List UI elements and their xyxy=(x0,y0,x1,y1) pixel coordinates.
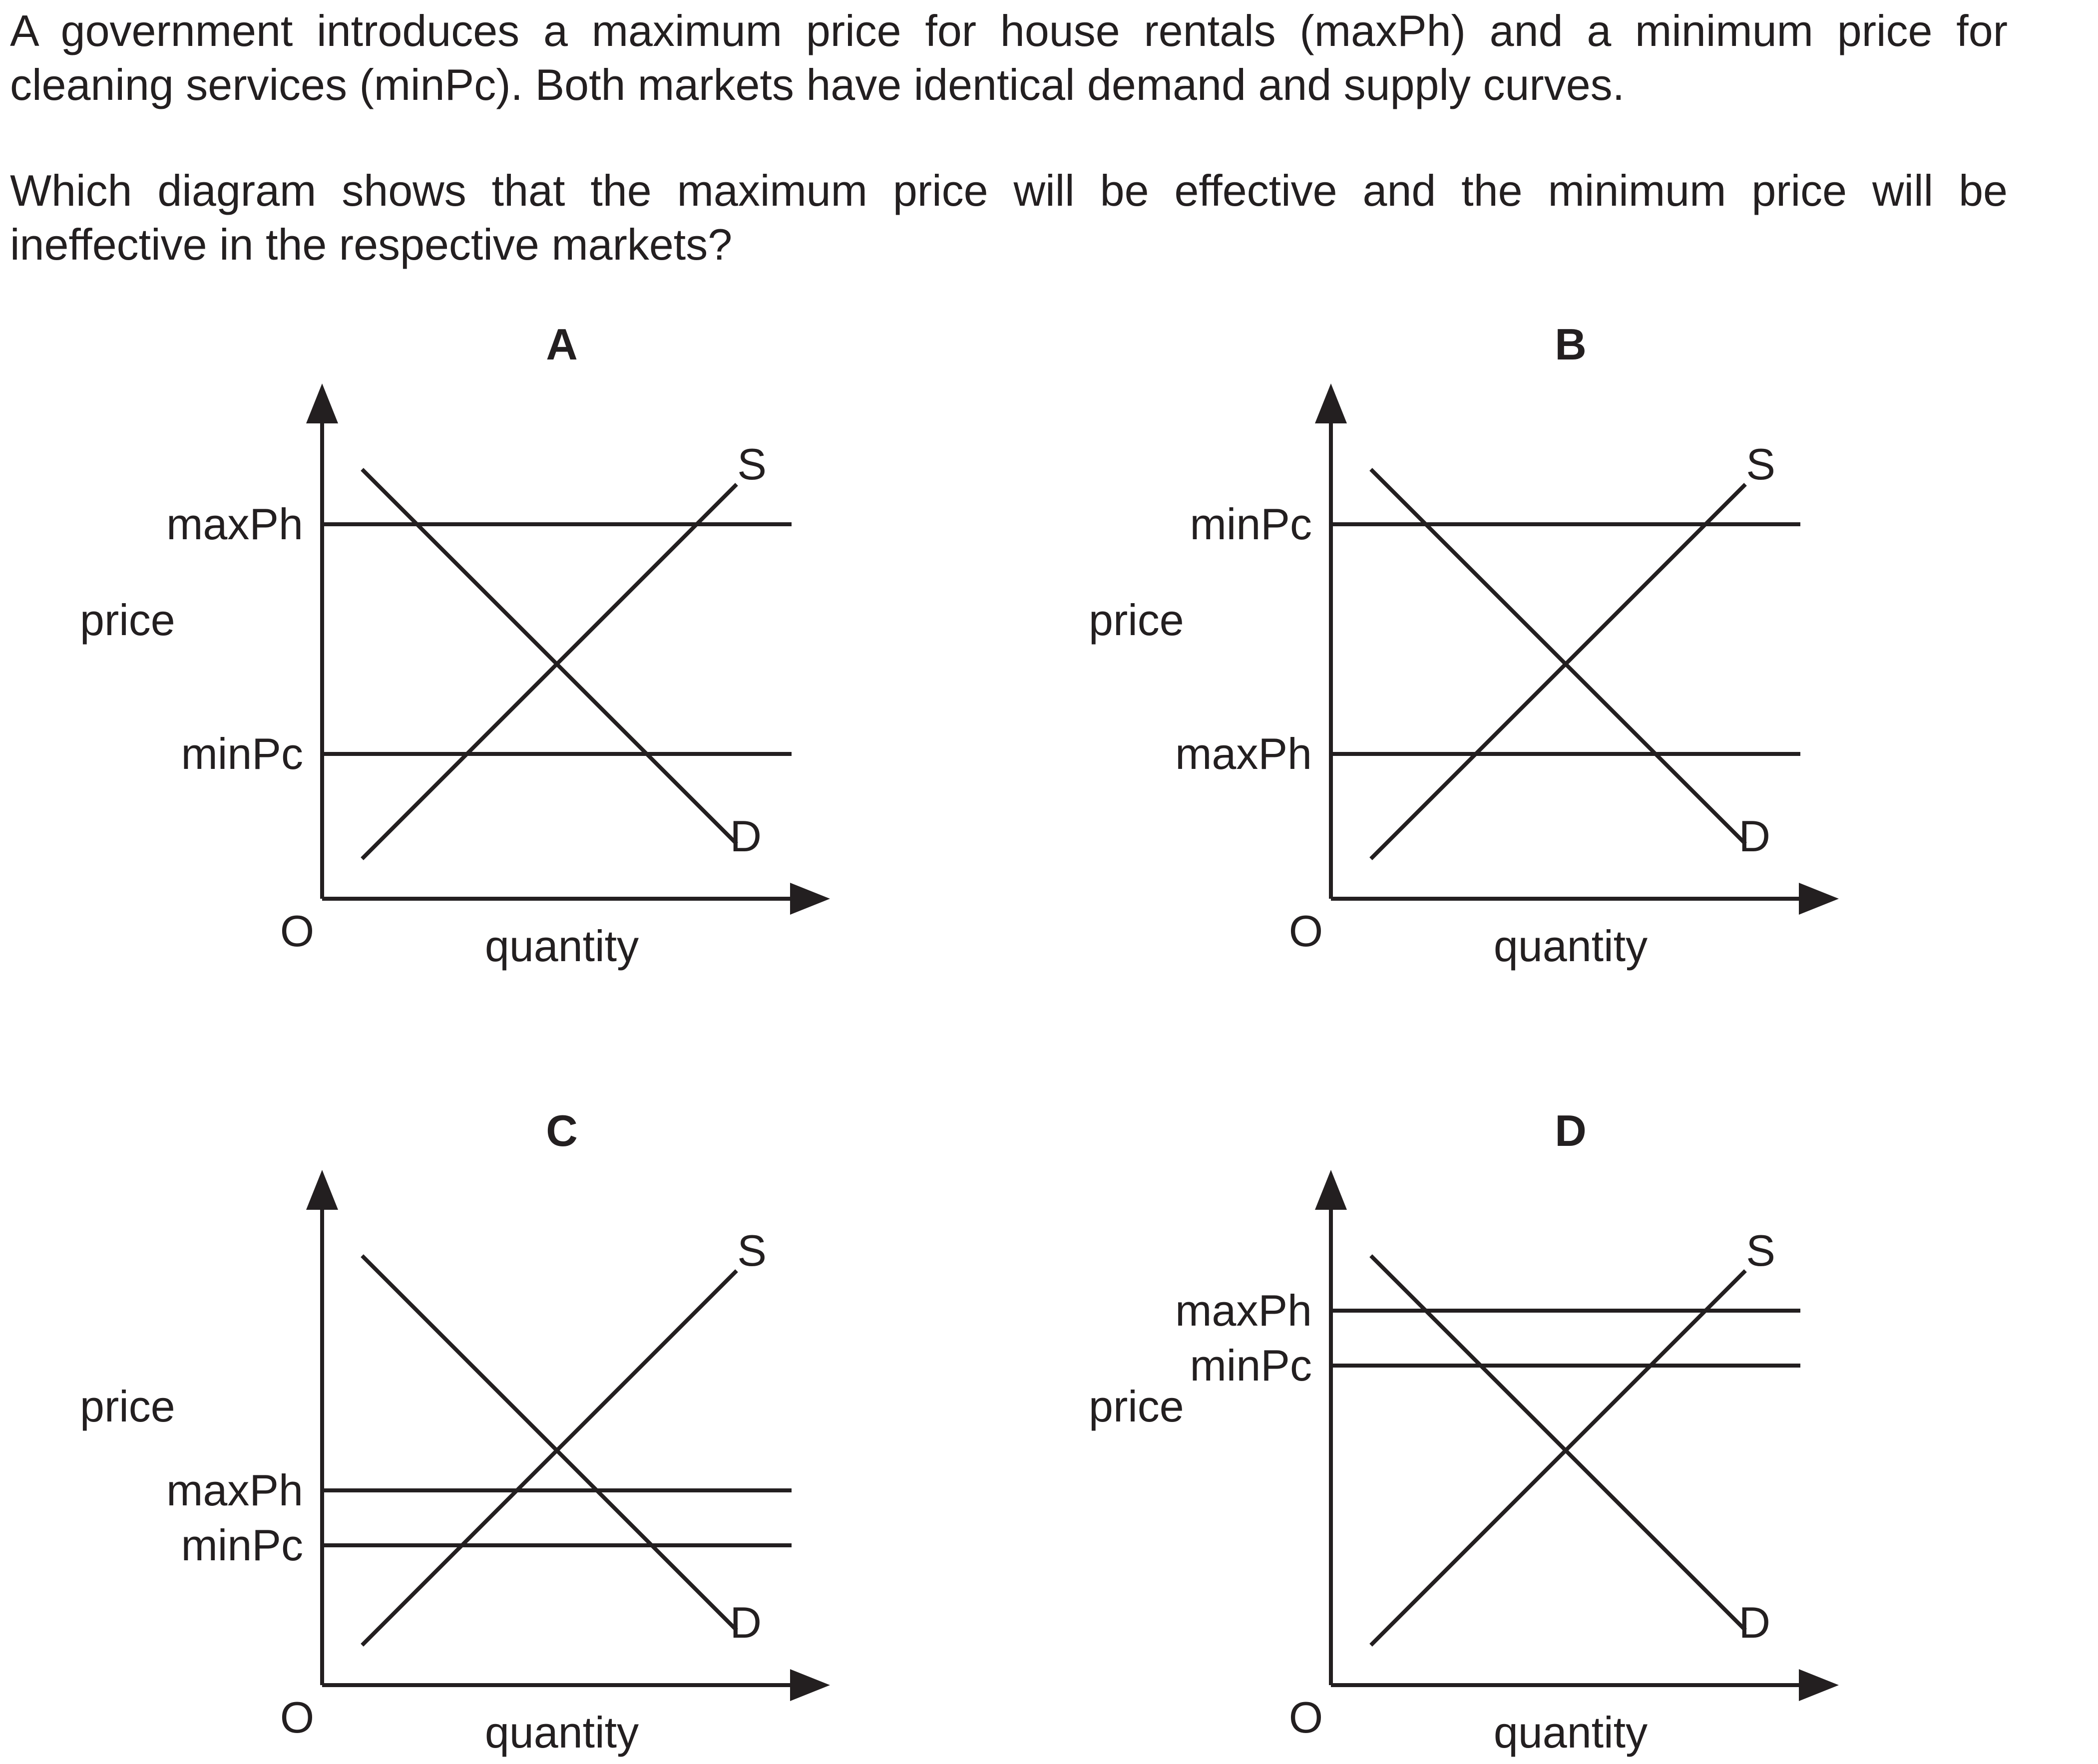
supply-label: S xyxy=(737,439,767,489)
panel-letter: A xyxy=(546,320,578,369)
demand-label: D xyxy=(1738,1598,1770,1647)
demand-label: D xyxy=(730,811,762,861)
panel-letter: D xyxy=(1555,1106,1587,1155)
y-axis-label: price xyxy=(80,595,175,645)
supply-curve xyxy=(361,1269,738,1647)
upper-price-label: maxPh xyxy=(1175,1286,1312,1335)
origin-label: O xyxy=(1289,1693,1323,1742)
demand-curve xyxy=(1369,1254,1747,1632)
question-paragraph-2: Which diagram shows that the maximum pri… xyxy=(10,166,2008,269)
origin-label: O xyxy=(280,1693,314,1742)
supply-curve xyxy=(1369,1269,1747,1647)
origin-label: O xyxy=(280,906,314,956)
y-axis-label: price xyxy=(1089,1382,1184,1431)
lower-price-label: minPc xyxy=(1190,1341,1312,1390)
demand-label: D xyxy=(1738,811,1770,861)
y-axis-label: price xyxy=(80,1382,175,1431)
lower-price-label: maxPh xyxy=(1175,729,1312,778)
panel-letter: C xyxy=(546,1106,578,1155)
demand-curve xyxy=(1369,468,1747,845)
supply-label: S xyxy=(1746,439,1775,489)
supply-label: S xyxy=(1746,1226,1775,1275)
supply-curve xyxy=(1369,483,1747,860)
question-paragraph-1: A government introduces a maximum price … xyxy=(10,6,2008,109)
lower-price-label: minPc xyxy=(181,1520,304,1570)
x-axis-label: quantity xyxy=(1494,921,1648,971)
panel-letter: B xyxy=(1555,320,1587,369)
origin-label: O xyxy=(1289,906,1323,956)
y-axis-label: price xyxy=(1089,595,1184,645)
x-axis-label: quantity xyxy=(485,1708,639,1757)
upper-price-label: maxPh xyxy=(166,499,303,549)
demand-curve xyxy=(361,468,738,845)
upper-price-label: minPc xyxy=(1190,499,1312,549)
demand-label: D xyxy=(730,1598,762,1647)
supply-label: S xyxy=(737,1226,767,1275)
demand-curve xyxy=(361,1254,738,1632)
lower-price-label: minPc xyxy=(181,729,304,778)
x-axis-label: quantity xyxy=(485,921,639,971)
upper-price-label: maxPh xyxy=(166,1465,303,1515)
supply-curve xyxy=(361,483,738,860)
x-axis-label: quantity xyxy=(1494,1708,1648,1757)
